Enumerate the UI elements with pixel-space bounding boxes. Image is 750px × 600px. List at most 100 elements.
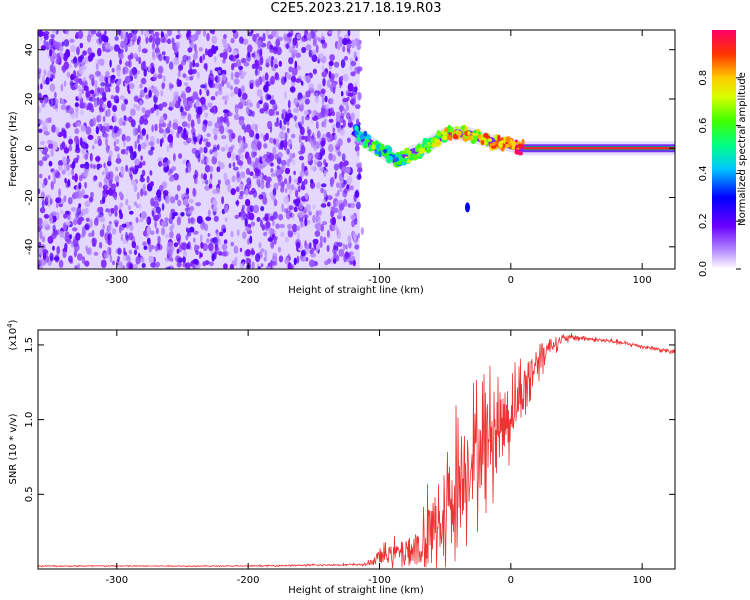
noise-speckle <box>278 213 284 221</box>
noise-speckle <box>46 139 53 145</box>
noise-speckle <box>84 154 89 161</box>
noise-speckle <box>288 66 294 73</box>
noise-speckle <box>64 221 71 226</box>
noise-speckle <box>230 231 234 238</box>
noise-speckle <box>66 30 69 35</box>
noise-speckle <box>154 36 161 46</box>
noise-speckle <box>138 56 142 65</box>
noise-speckle <box>58 259 64 269</box>
noise-speckle <box>301 135 306 140</box>
colorbar-ticks: 0.0 0.2 0.4 0.6 0.8 <box>698 70 741 277</box>
noise-speckle <box>342 243 346 251</box>
noise-speckle <box>129 210 134 215</box>
noise-speckle <box>139 94 143 99</box>
noise-speckle <box>81 256 86 264</box>
noise-speckle <box>296 225 301 232</box>
noise-background <box>38 30 360 269</box>
signal-pixel <box>434 138 438 143</box>
noise-speckle <box>75 144 80 151</box>
noise-speckle <box>186 162 192 168</box>
noise-speckle <box>213 215 219 222</box>
noise-speckle <box>342 45 346 53</box>
noise-speckle <box>214 122 220 129</box>
noise-speckle <box>209 261 214 267</box>
noise-speckle <box>38 217 43 225</box>
noise-speckle <box>249 171 254 176</box>
noise-speckle <box>73 218 78 226</box>
noise-speckle <box>274 105 278 111</box>
snr-scale-label: (x104) <box>6 319 19 350</box>
noise-speckle <box>188 38 192 44</box>
noise-speckle <box>125 75 131 84</box>
noise-speckle <box>99 229 105 238</box>
noise-speckle <box>227 129 233 134</box>
noise-speckle <box>334 61 340 68</box>
noise-speckle <box>157 157 164 163</box>
noise-speckle <box>94 138 98 145</box>
noise-speckle <box>92 145 95 150</box>
noise-speckle <box>157 235 161 244</box>
signal-pixel <box>430 143 437 148</box>
noise-speckle <box>350 214 357 220</box>
noise-speckle <box>245 199 251 207</box>
noise-speckle <box>52 141 58 151</box>
noise-speckle <box>203 146 208 154</box>
noise-speckle <box>331 83 337 91</box>
noise-speckle <box>240 154 245 160</box>
noise-speckle <box>133 183 138 193</box>
noise-speckle <box>239 36 244 44</box>
noise-speckle <box>110 207 115 214</box>
noise-speckle <box>266 30 269 37</box>
noise-speckle <box>347 175 353 185</box>
noise-speckle <box>270 75 275 85</box>
noise-speckle <box>312 68 317 75</box>
noise-speckle <box>79 88 83 97</box>
noise-speckle <box>136 137 140 144</box>
noise-speckle <box>73 157 79 164</box>
noise-speckle <box>337 42 341 51</box>
noise-speckle <box>182 133 188 140</box>
noise-speckle <box>260 132 264 138</box>
noise-speckle <box>300 184 306 191</box>
noise-speckle <box>245 188 249 196</box>
noise-speckle <box>73 243 80 252</box>
noise-speckle <box>257 266 261 269</box>
noise-speckle <box>85 217 90 222</box>
noise-speckle <box>207 48 214 58</box>
noise-speckle <box>66 71 71 78</box>
noise-speckle <box>111 67 115 73</box>
noise-speckle <box>286 127 290 134</box>
noise-speckle <box>120 31 124 40</box>
noise-speckle <box>301 46 307 54</box>
noise-speckle <box>123 140 126 148</box>
noise-speckle <box>95 63 99 71</box>
noise-speckle <box>350 60 357 67</box>
noise-speckle <box>221 135 227 140</box>
noise-speckle <box>103 162 106 169</box>
noise-speckle <box>188 209 193 215</box>
noise-speckle <box>121 223 127 228</box>
noise-speckle <box>71 175 75 180</box>
noise-speckle <box>224 217 228 223</box>
noise-speckle <box>56 245 60 255</box>
noise-speckle <box>110 74 116 80</box>
noise-speckle <box>39 230 43 240</box>
noise-speckle <box>263 84 269 93</box>
noise-speckle <box>239 139 245 149</box>
noise-speckle <box>53 176 56 185</box>
noise-speckle <box>275 111 280 116</box>
noise-speckle <box>38 70 41 80</box>
noise-speckle <box>212 237 219 245</box>
noise-speckle <box>265 93 270 101</box>
noise-speckle <box>40 258 47 266</box>
noise-speckle <box>270 59 274 68</box>
noise-speckle <box>43 33 49 41</box>
noise-speckle <box>128 232 134 241</box>
noise-speckle <box>39 173 43 179</box>
noise-speckle <box>61 169 66 175</box>
noise-speckle <box>246 109 250 115</box>
signal-pixel <box>467 131 471 136</box>
noise-speckle <box>128 82 135 90</box>
noise-speckle <box>232 162 236 168</box>
noise-speckle <box>141 263 146 268</box>
